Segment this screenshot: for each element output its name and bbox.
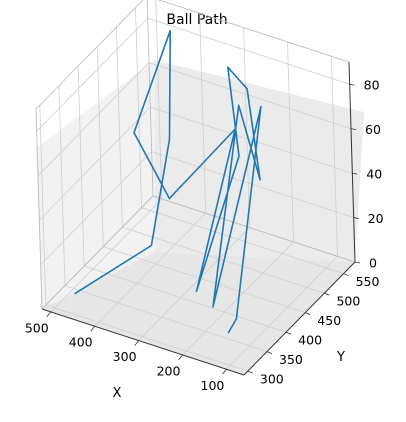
x-gridline-back	[199, 13, 207, 214]
z-tick-label: 40	[366, 167, 382, 182]
z-gridline-back	[147, 17, 350, 85]
z-tick-label: 60	[365, 122, 381, 137]
z-axis-ticks: 0 20 40 60 80	[349, 78, 384, 271]
y-tick-mark	[324, 292, 330, 296]
z-gridline-back	[148, 62, 352, 130]
floor-left-edge	[41, 195, 154, 310]
x-axis-ticks: 100 200 300 400 500	[25, 311, 227, 393]
x-gridline-back	[243, 27, 251, 228]
x-tick-mark	[134, 340, 139, 346]
x-tick-label: 400	[69, 335, 93, 350]
x-gridline-floor	[138, 227, 250, 341]
y-gridline-floor	[83, 265, 287, 333]
back-top-edge	[157, 0, 350, 63]
y-axis-line	[243, 261, 356, 376]
x-gridline-floor	[94, 212, 206, 327]
y-tick-label: 300	[260, 372, 284, 387]
x-axis-line	[41, 308, 245, 376]
z-gridline-left	[40, 151, 152, 265]
z-tick-label: 20	[368, 211, 384, 226]
left-pane	[36, 60, 155, 309]
y-gridline-floor	[45, 304, 248, 372]
z-gridline-left	[37, 62, 150, 176]
y-tick-label: 550	[356, 274, 380, 289]
x-tick-label: 100	[201, 378, 225, 393]
y-tick-mark	[285, 331, 292, 335]
x-tick-mark	[90, 325, 96, 332]
x-gridline-back	[331, 56, 338, 257]
y-tick-label: 450	[317, 313, 341, 328]
x-tick-mark	[46, 311, 52, 318]
y-gridline-floor	[103, 246, 306, 314]
y-gridline-left	[58, 85, 66, 286]
y-gridline-floor	[64, 285, 268, 353]
z-tick-mark	[349, 83, 355, 86]
z-gridline-left	[39, 106, 151, 221]
x-gridline-floor	[50, 198, 163, 313]
z-tick-mark	[352, 172, 358, 175]
back-corner-edge	[146, 0, 154, 197]
y-axis-ticks: 300 350 400 450 500 550	[247, 273, 380, 387]
z-tick-label: 0	[369, 256, 377, 271]
y-tick-mark	[305, 312, 311, 316]
floor-back-edge	[152, 195, 356, 263]
y-tick-mark	[266, 351, 273, 354]
x-tick-label: 300	[113, 349, 137, 364]
z-gridline-back	[150, 106, 353, 174]
z-tick-mark	[350, 128, 357, 131]
y-gridline-left	[96, 46, 104, 247]
x-tick-label: 500	[25, 320, 49, 335]
y-axis-label: Y	[336, 350, 345, 365]
x-axis-label: X	[113, 386, 122, 401]
x-gridline-back	[287, 41, 294, 242]
y-tick-mark	[247, 370, 253, 374]
y-gridline-left	[135, 7, 142, 208]
y-gridline-floor	[141, 207, 344, 275]
z-gridline-left	[36, 17, 148, 132]
x-tick-label: 200	[157, 363, 181, 378]
z-axis-line	[348, 61, 356, 263]
z-tick-label: 80	[364, 78, 380, 93]
y-tick-mark	[343, 273, 349, 277]
left-top-edge	[35, 0, 144, 110]
x-gridline-back	[155, 0, 163, 199]
left-front-edge	[35, 108, 43, 310]
y-tick-label: 400	[298, 333, 322, 348]
y-gridline-left	[39, 105, 47, 306]
y-tick-label: 350	[279, 352, 303, 367]
chart-title: Ball Path	[166, 12, 227, 28]
z-tick-mark	[353, 217, 359, 219]
z-tick-mark	[354, 261, 361, 264]
ball-path-series-line	[74, 29, 262, 334]
x-tick-mark	[178, 354, 183, 361]
y-gridline-left	[77, 66, 85, 267]
y-tick-label: 500	[336, 294, 360, 309]
x-gridline-floor	[226, 255, 338, 370]
axis-lines	[35, 0, 356, 376]
back-pane	[155, 60, 364, 262]
y-gridline-left	[115, 27, 123, 228]
floor-pane	[42, 252, 355, 375]
x-tick-mark	[222, 369, 227, 375]
grid-lines	[36, 0, 356, 372]
